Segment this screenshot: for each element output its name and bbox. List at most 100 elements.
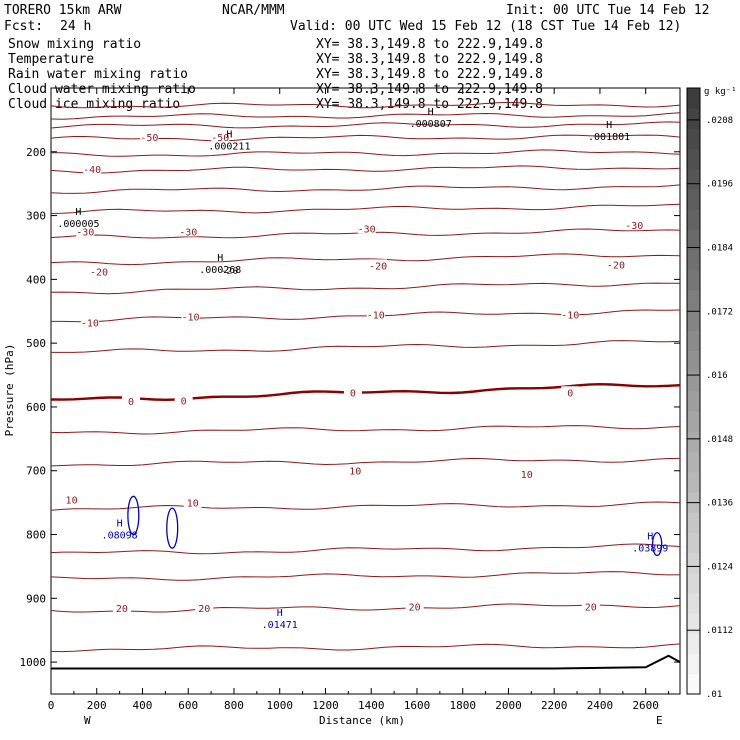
contour-label: -10 <box>367 310 385 321</box>
contour-label: -30 <box>625 221 643 232</box>
org-label: NCAR/MMM <box>222 3 285 18</box>
temperature-isoline <box>50 112 681 120</box>
x-tick-label: 2000 <box>495 699 522 712</box>
colorbar-label: .0196 <box>706 180 733 190</box>
colorbar-label: .0136 <box>706 499 733 509</box>
colorbar-band <box>687 108 700 129</box>
y-tick-label: 900 <box>26 592 46 605</box>
temperature-isoline <box>51 149 681 157</box>
colorbar-band <box>687 391 700 412</box>
contour-label-bg <box>80 316 99 328</box>
plot-frame <box>50 87 681 695</box>
x-tick-label: 1800 <box>449 699 476 712</box>
colorbar: .0208 .0196 .0184 .0172 .016 .0148 .0136 .0124.… <box>686 87 733 700</box>
field-xy-snow: XY= 38.3,149.8 to 222.9,149.8 <box>316 37 543 52</box>
model-title: TORERO 15km ARW <box>4 3 122 18</box>
terrain-line <box>51 654 681 670</box>
contour-label: 0 <box>567 388 573 399</box>
contour-label: 20 <box>585 603 597 614</box>
contour-label-bg <box>581 600 600 612</box>
temperature-isoline <box>50 501 681 511</box>
colorbar-band <box>687 411 700 432</box>
y-tick-label: 500 <box>26 337 46 350</box>
field-name-cloud-ice: Cloud ice mixing ratio <box>8 97 180 112</box>
contour-label: -50 <box>140 133 158 144</box>
cloud-water-contour <box>166 507 179 549</box>
contour-label: 10 <box>66 495 78 506</box>
contour-label-bg <box>561 308 580 320</box>
colorbar-band <box>687 512 700 533</box>
colorbar-band <box>687 593 700 614</box>
contour-label-bg <box>346 464 365 476</box>
contour-label-bg <box>606 258 625 270</box>
contour-label-bg <box>112 601 131 613</box>
temperature-isoline <box>51 340 681 353</box>
contour-label: -30 <box>179 228 197 239</box>
colorbar-label: .0148 <box>706 435 733 445</box>
high-value: .001801 <box>588 132 630 143</box>
contour-label-bg <box>195 601 214 613</box>
contour-label-bg <box>366 308 385 320</box>
west-endpoint-label: W <box>84 714 91 727</box>
temperature-isoline <box>50 457 681 467</box>
contour-label: -10 <box>81 319 99 330</box>
contour-label: -40 <box>83 165 101 176</box>
temperature-isoline <box>50 603 681 613</box>
field-xy-cloud-water: XY= 38.3,149.8 to 222.9,149.8 <box>316 82 543 97</box>
colorbar-band <box>687 310 700 331</box>
x-tick-label: 1000 <box>266 699 293 712</box>
forecast-label: Fcst: <box>4 19 43 34</box>
contour-label: 20 <box>116 604 128 615</box>
contour-label-bg <box>517 467 536 479</box>
forecast-value: 24 h <box>60 19 91 34</box>
contour-label: -20 <box>220 266 238 277</box>
field-name-snow: Snow mixing ratio <box>8 37 141 52</box>
cloud-water-contour <box>127 495 140 536</box>
temperature-isoline <box>50 165 681 174</box>
x-tick-label: 200 <box>87 699 107 712</box>
temperature-isoline <box>50 121 681 129</box>
high-marker: H <box>277 608 283 619</box>
colorbar-band <box>687 189 700 210</box>
y-axis-title: Pressure (hPa) <box>3 344 16 437</box>
contour-label-bg <box>357 222 376 234</box>
contour-label: -10 <box>181 312 199 323</box>
high-value: .000211 <box>208 141 250 152</box>
field-name-rain: Rain water mixing ratio <box>8 67 188 82</box>
colorbar-band <box>687 148 700 170</box>
colorbar-band <box>687 88 700 109</box>
contour-label-bg <box>83 163 102 175</box>
temperature-isoline <box>50 282 680 295</box>
contour-label-bg <box>369 259 388 271</box>
x-tick-label: 2600 <box>632 699 659 712</box>
contour-label: 20 <box>409 603 421 614</box>
temperature-isoline <box>50 184 681 194</box>
contour-label-bg <box>220 263 239 275</box>
temperature-isoline <box>50 101 681 109</box>
contour-label: 10 <box>521 470 533 481</box>
axis-ticks: 0 200 400 600 800 1000 1200 1400 1600 1800 2000 220… <box>20 88 680 712</box>
colorbar-band <box>687 370 700 392</box>
valid-time: Valid: 00 UTC Wed 15 Feb 12 (18 CST Tue … <box>290 19 681 34</box>
contour-label-bg <box>174 394 193 406</box>
colorbar-band <box>687 209 700 230</box>
colorbar-label: .01 <box>706 690 722 700</box>
colorbar-band <box>687 653 700 675</box>
field-xy-rain: XY= 38.3,149.8 to 222.9,149.8 <box>316 67 543 82</box>
colorbar-band <box>687 532 700 554</box>
high-value: .000268 <box>199 265 241 276</box>
east-endpoint-label: E <box>656 714 663 727</box>
field-xy-temperature: XY= 38.3,149.8 to 222.9,149.8 <box>316 52 543 67</box>
high-marker: H <box>226 129 232 140</box>
colorbar-band <box>687 269 700 291</box>
colorbar-band <box>687 633 700 655</box>
colorbar-band <box>687 350 700 372</box>
colorbar-band <box>687 451 700 473</box>
high-value: .01471 <box>262 620 298 631</box>
high-value: .000005 <box>57 219 99 230</box>
y-tick-label: 700 <box>26 465 46 478</box>
x-tick-label: 600 <box>178 699 198 712</box>
